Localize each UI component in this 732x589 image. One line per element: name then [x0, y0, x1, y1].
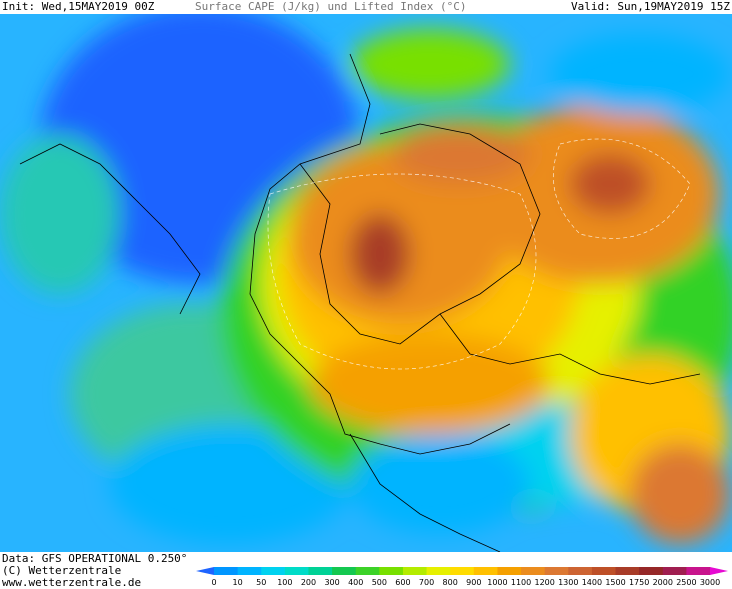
- colorbar-label: 1400: [582, 578, 602, 587]
- colorbar-segment: [568, 567, 593, 575]
- colorbar-segment: [332, 567, 357, 575]
- colorbar-segment: [402, 567, 428, 575]
- colorbar-segment: [662, 567, 687, 575]
- colorbar-label: 500: [372, 578, 387, 587]
- colorbar-segment: [261, 567, 286, 575]
- colorbar-label: 700: [419, 578, 434, 587]
- colorbar-label: 300: [324, 578, 339, 587]
- colorbar-arrow: [196, 567, 214, 575]
- colorbar-label: 1200: [534, 578, 554, 587]
- colorbar-segment: [473, 567, 498, 575]
- colorbar-label: 50: [256, 578, 266, 587]
- colorbar-label: 600: [395, 578, 410, 587]
- website: www.wetterzentrale.de: [2, 576, 142, 589]
- colorbar-segment: [615, 567, 640, 575]
- colorbar-label: 1100: [511, 578, 531, 587]
- colorbar-label: 100: [277, 578, 292, 587]
- colorbar-segment: [544, 567, 569, 575]
- init-time: Init: Wed,15MAY2019 00Z: [2, 0, 155, 13]
- colorbar-label: 1300: [558, 578, 578, 587]
- colorbar-label: 0: [211, 578, 216, 587]
- copyright: (C) Wetterzentrale: [2, 564, 122, 577]
- colorbar-label: 10: [233, 578, 243, 587]
- colorbar-label: 1750: [629, 578, 649, 587]
- colorbar-segment: [521, 567, 546, 575]
- colorbar-segment: [284, 567, 309, 575]
- colorbar-segment: [214, 567, 239, 575]
- colorbar-segment: [237, 567, 262, 575]
- colorbar-segment: [426, 567, 451, 575]
- colorbar-label: 400: [348, 578, 363, 587]
- colorbar: 0 10 50 100 200 300 400 500 600 700 800 900 1000 1100…: [196, 567, 728, 587]
- colorbar-label: 1500: [605, 578, 625, 587]
- colorbar-segment: [450, 567, 475, 575]
- colorbar-label: 800: [443, 578, 458, 587]
- colorbar-label: 200: [301, 578, 316, 587]
- colorbar-label: 2000: [653, 578, 673, 587]
- colorbar-segment: [379, 567, 404, 575]
- colorbar-segment: [639, 567, 664, 575]
- colorbar-label: 3000: [700, 578, 720, 587]
- colorbar-label: 2500: [676, 578, 696, 587]
- colorbar-label: 900: [466, 578, 481, 587]
- valid-time: Valid: Sun,19MAY2019 15Z: [571, 0, 730, 13]
- colorbar-segment: [497, 567, 522, 575]
- colorbar-segment: [355, 567, 380, 575]
- colorbar-segment: [308, 567, 333, 575]
- colorbar-segment: [591, 567, 617, 575]
- colorbar-segment: [686, 567, 711, 575]
- map-title: Surface CAPE (J/kg) und Lifted Index (°C…: [195, 0, 467, 13]
- colorbar-arrow: [710, 567, 728, 575]
- colorbar-label: 1000: [487, 578, 507, 587]
- map: [0, 14, 732, 552]
- data-source: Data: GFS OPERATIONAL 0.250°: [2, 552, 188, 565]
